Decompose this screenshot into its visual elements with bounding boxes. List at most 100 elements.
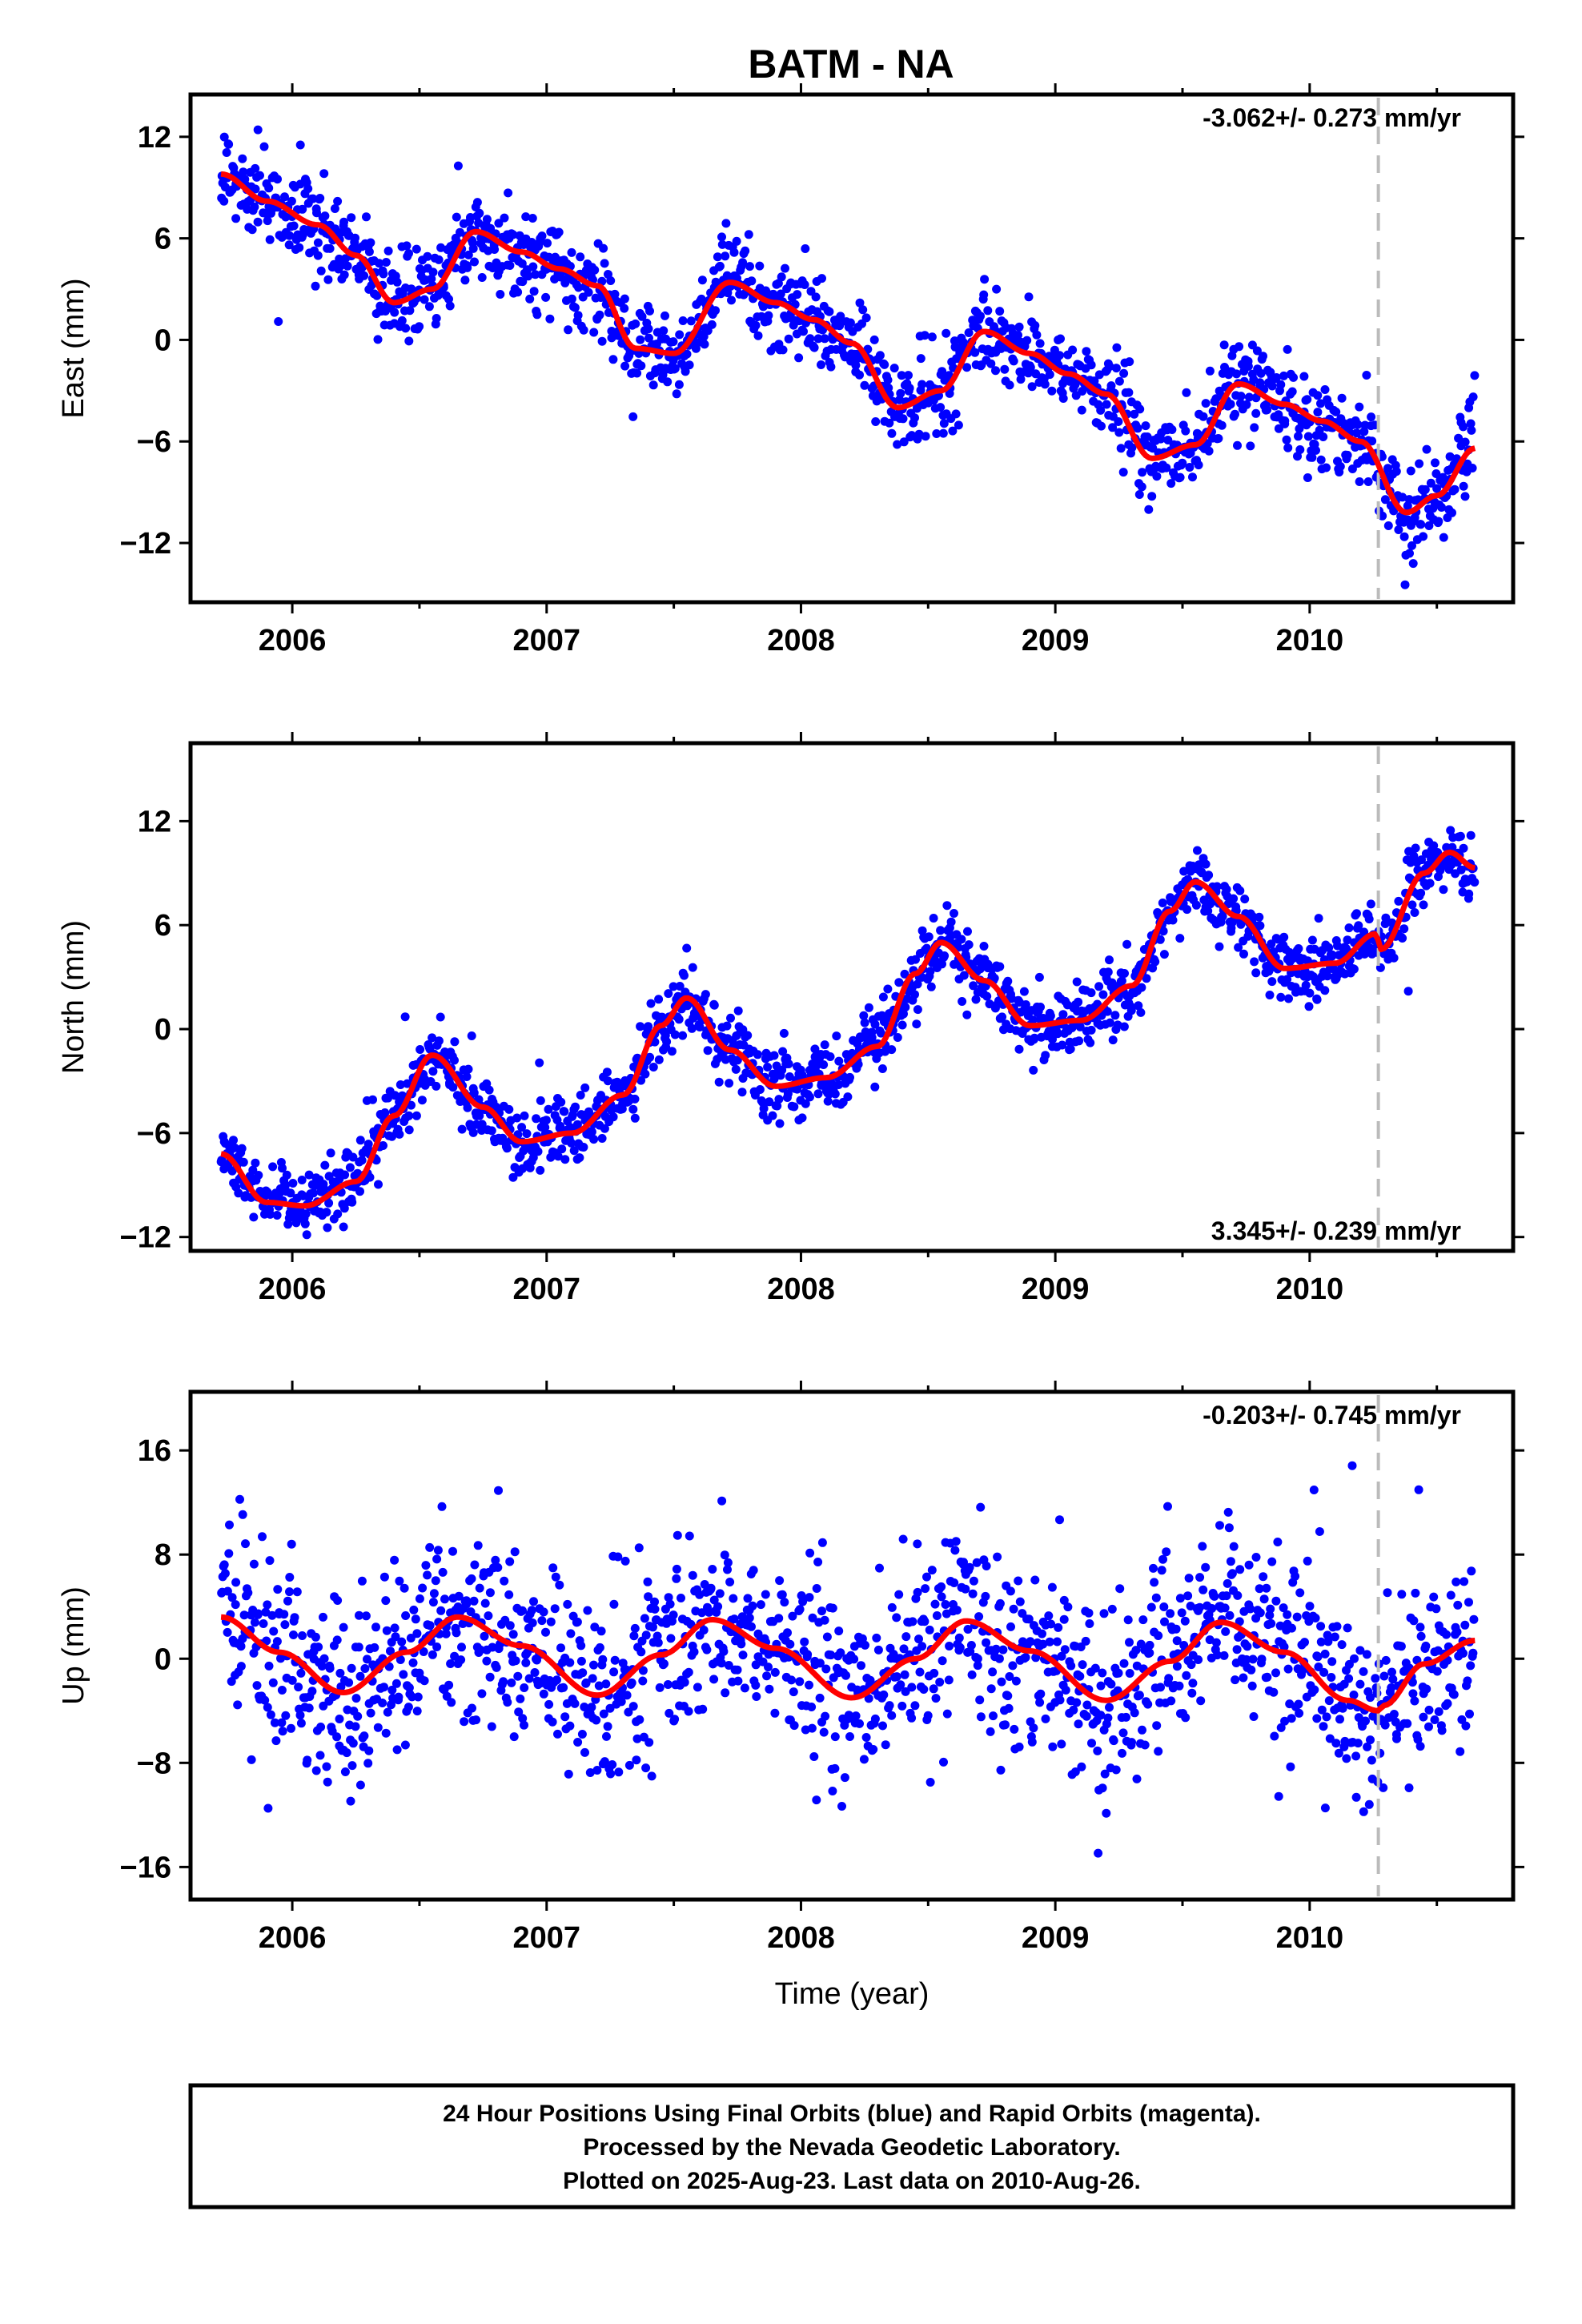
up-data-point <box>482 1656 492 1666</box>
north-data-point <box>646 999 656 1008</box>
east-data-point <box>1437 503 1446 512</box>
up-data-point <box>383 1707 392 1717</box>
east-data-point <box>889 364 899 373</box>
up-data-point <box>1452 1627 1462 1637</box>
east-data-point <box>1005 380 1014 390</box>
up-data-point <box>1166 1696 1176 1706</box>
up-data-point <box>1291 1571 1300 1581</box>
east-data-point <box>372 291 382 300</box>
east-data-point <box>239 167 248 177</box>
east-data-point <box>721 251 730 261</box>
north-data-point <box>333 1209 343 1219</box>
up-data-point <box>425 1621 435 1630</box>
east-data-point <box>263 216 272 226</box>
north-data-point <box>813 1060 822 1070</box>
east-data-point <box>308 194 318 203</box>
up-data-point <box>907 1683 917 1692</box>
north-data-point <box>348 1152 358 1162</box>
up-data-point <box>437 1502 447 1511</box>
up-data-point <box>1259 1594 1269 1604</box>
east-data-point <box>1114 376 1124 386</box>
up-data-point <box>875 1563 884 1573</box>
up-data-point <box>322 1762 331 1771</box>
up-data-point <box>520 1720 528 1730</box>
up-data-point <box>995 1598 1005 1608</box>
north-data-point <box>533 1147 543 1156</box>
up-data-point <box>1226 1557 1235 1566</box>
east-data-point <box>295 243 304 252</box>
east-data-point <box>529 287 539 296</box>
up-data-point <box>680 1678 689 1687</box>
up-data-point <box>997 1677 1006 1687</box>
east-data-point <box>672 389 681 399</box>
east-data-point <box>521 212 531 222</box>
east-data-point <box>1114 417 1123 426</box>
east-data-point <box>992 284 1002 294</box>
east-data-point <box>1014 322 1024 332</box>
up-data-point <box>311 1632 320 1642</box>
east-data-point <box>1125 357 1134 367</box>
north-data-point <box>587 1127 596 1136</box>
up-data-point <box>1255 1608 1265 1618</box>
up-data-point <box>1014 1576 1023 1586</box>
north-data-point <box>1267 977 1277 987</box>
up-data-point <box>359 1731 369 1741</box>
up-data-point <box>650 1604 660 1614</box>
up-data-point <box>278 1727 287 1736</box>
east-data-point <box>468 243 478 253</box>
up-data-point <box>1389 1710 1399 1719</box>
up-data-point <box>951 1537 961 1546</box>
up-data-point <box>339 1622 348 1632</box>
up-data-point <box>1300 1638 1309 1647</box>
east-data-point <box>801 244 810 253</box>
east-data-point <box>799 327 808 336</box>
east-data-point <box>861 313 871 323</box>
east-data-point <box>717 232 726 242</box>
east-data-point <box>835 321 845 331</box>
up-data-point <box>1225 1610 1235 1620</box>
up-data-point <box>1270 1731 1279 1741</box>
north-data-point <box>1314 914 1323 923</box>
up-data-point <box>468 1703 476 1713</box>
east-data-point <box>1141 421 1150 431</box>
north-data-point <box>755 1085 765 1094</box>
north-data-point <box>703 1046 713 1055</box>
up-data-point <box>1460 1577 1469 1586</box>
up-data-point <box>706 1583 716 1593</box>
up-data-point <box>224 1549 234 1558</box>
up-data-point <box>733 1676 743 1686</box>
east-data-point <box>1111 364 1121 373</box>
north-data-point <box>572 1120 582 1129</box>
up-data-point <box>845 1732 854 1741</box>
up-data-point <box>243 1588 253 1598</box>
east-data-point <box>281 212 291 222</box>
up-data-point <box>915 1667 925 1677</box>
north-data-point <box>536 1096 545 1105</box>
up-data-point <box>819 1727 829 1737</box>
up-data-point <box>672 1574 681 1583</box>
east-data-point <box>1271 373 1281 382</box>
up-data-point <box>1054 1622 1063 1632</box>
up-data-point <box>737 1639 746 1649</box>
north-data-point <box>1439 885 1448 895</box>
up-data-point <box>233 1700 243 1710</box>
up-data-point <box>1343 1623 1352 1633</box>
north-data-point <box>714 1077 724 1087</box>
east-data-point <box>1035 339 1045 348</box>
north-data-point <box>940 951 950 960</box>
up-x-tick-label: 2010 <box>1276 1921 1344 1955</box>
east-data-point <box>351 233 359 243</box>
north-data-point <box>1119 1022 1129 1031</box>
up-data-point <box>635 1715 644 1724</box>
up-data-point <box>647 1771 656 1781</box>
north-data-point <box>664 989 673 999</box>
north-data-point <box>1255 921 1265 931</box>
east-data-point <box>1175 472 1185 482</box>
east-data-point <box>1256 368 1266 378</box>
up-data-point <box>1248 1655 1258 1664</box>
east-data-point <box>453 161 463 171</box>
up-data-point <box>937 1582 946 1591</box>
north-data-point <box>475 1111 484 1120</box>
up-data-point <box>400 1740 410 1750</box>
east-data-point <box>390 308 400 317</box>
